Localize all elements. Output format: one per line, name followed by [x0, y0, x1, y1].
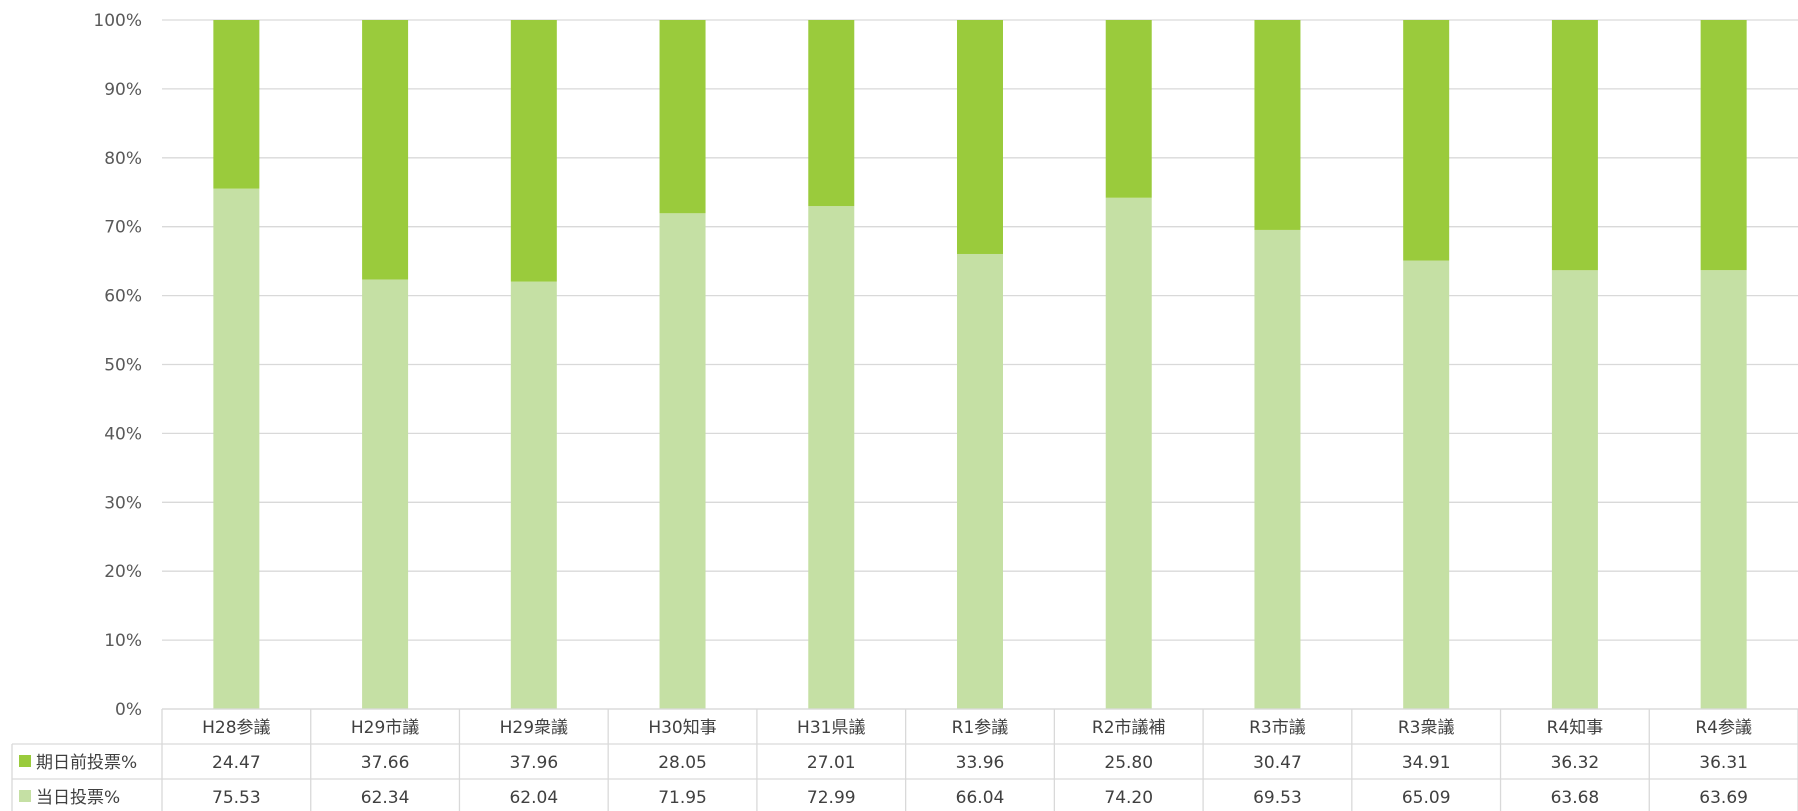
data-table-cell: 25.80 — [1104, 753, 1153, 773]
data-table-cell: 28.05 — [658, 753, 707, 773]
x-category-label: R1参議 — [952, 718, 1009, 738]
y-tick-label: 70% — [104, 218, 142, 238]
data-table-cell: 74.20 — [1104, 788, 1153, 808]
bar-segment-当日投票 — [1254, 229, 1301, 709]
bar-segment-期日前投票 — [659, 20, 706, 214]
data-table: H28参議 H29市議 H29衆議 H30知事 H31県議 R1参議 R2市議補 R3市議 R3… — [11, 708, 1798, 811]
bar-segment-期日前投票 — [1105, 20, 1152, 198]
legend-label: 当日投票% — [36, 788, 120, 808]
data-table-cell: 71.95 — [658, 788, 707, 808]
bar-segment-期日前投票 — [213, 20, 260, 189]
legend-label: 期日前投票% — [36, 753, 137, 773]
data-table-cell: 27.01 — [807, 753, 856, 773]
x-category-label: H29市議 — [351, 718, 419, 738]
bar-segment-期日前投票 — [510, 20, 557, 282]
x-category-label: R3衆議 — [1398, 718, 1455, 738]
data-table-cell: 36.32 — [1551, 753, 1600, 773]
y-tick-label: 20% — [104, 562, 142, 582]
bar-segment-当日投票 — [510, 281, 557, 709]
bar-segment-当日投票 — [1700, 270, 1747, 709]
data-table-cell: 62.34 — [361, 788, 410, 808]
y-tick-label: 40% — [104, 424, 142, 444]
x-category-label: H29衆議 — [500, 718, 568, 738]
legend-swatch — [19, 755, 31, 767]
bar-segment-当日投票 — [1551, 270, 1598, 709]
data-table-cell: 30.47 — [1253, 753, 1302, 773]
bar-segment-期日前投票 — [1403, 20, 1450, 261]
bar-segment-当日投票 — [659, 213, 706, 709]
x-category-label: H28参議 — [202, 718, 270, 738]
bar-segment-当日投票 — [1105, 197, 1152, 709]
y-tick-label: 50% — [104, 356, 142, 376]
data-table-cell: 75.53 — [212, 788, 261, 808]
data-table-cell: 33.96 — [956, 753, 1005, 773]
data-table-cell: 37.96 — [509, 753, 558, 773]
bar-segment-当日投票 — [957, 253, 1003, 709]
bar-segment-期日前投票 — [1551, 20, 1598, 271]
bar-segment-期日前投票 — [957, 20, 1003, 254]
y-tick-label: 90% — [104, 80, 142, 100]
x-category-label: R2市議補 — [1092, 718, 1166, 738]
data-table-cell: 69.53 — [1253, 788, 1302, 808]
bar-segment-当日投票 — [362, 279, 409, 709]
bar-segment-期日前投票 — [808, 20, 855, 207]
y-axis-tick-labels: 0% 10% 20% 30% 40% 50% 60% 70% 80% 90% 100% — [93, 11, 142, 720]
data-table-cell: 66.04 — [956, 788, 1005, 808]
bar-segment-当日投票 — [808, 206, 855, 709]
data-table-cell: 72.99 — [807, 788, 856, 808]
data-table-cell: 63.68 — [1551, 788, 1600, 808]
y-tick-label: 60% — [104, 287, 142, 307]
x-category-label: R4参議 — [1695, 718, 1752, 738]
y-tick-label: 30% — [104, 493, 142, 513]
bars — [213, 20, 1747, 710]
data-table-cell: 62.04 — [509, 788, 558, 808]
y-tick-label: 80% — [104, 149, 142, 169]
x-category-label: H30知事 — [648, 718, 716, 738]
x-category-label: R3市議 — [1249, 718, 1306, 738]
data-table-cell: 65.09 — [1402, 788, 1451, 808]
x-category-label: R4知事 — [1547, 718, 1604, 738]
data-table-cell: 34.91 — [1402, 753, 1451, 773]
y-tick-label: 0% — [115, 700, 142, 720]
data-table-cell: 63.69 — [1699, 788, 1748, 808]
data-table-cell: 36.31 — [1699, 753, 1748, 773]
bar-segment-当日投票 — [1403, 260, 1450, 709]
data-table-cell: 37.66 — [361, 753, 410, 773]
bar-segment-期日前投票 — [362, 20, 409, 280]
y-tick-label: 100% — [93, 11, 142, 31]
bar-segment-当日投票 — [213, 188, 260, 710]
bar-segment-期日前投票 — [1254, 20, 1301, 230]
x-category-label: H31県議 — [797, 718, 865, 738]
legend-swatch — [19, 790, 31, 802]
bar-segment-期日前投票 — [1700, 20, 1747, 271]
data-table-cell: 24.47 — [212, 753, 261, 773]
y-tick-label: 10% — [104, 631, 142, 651]
